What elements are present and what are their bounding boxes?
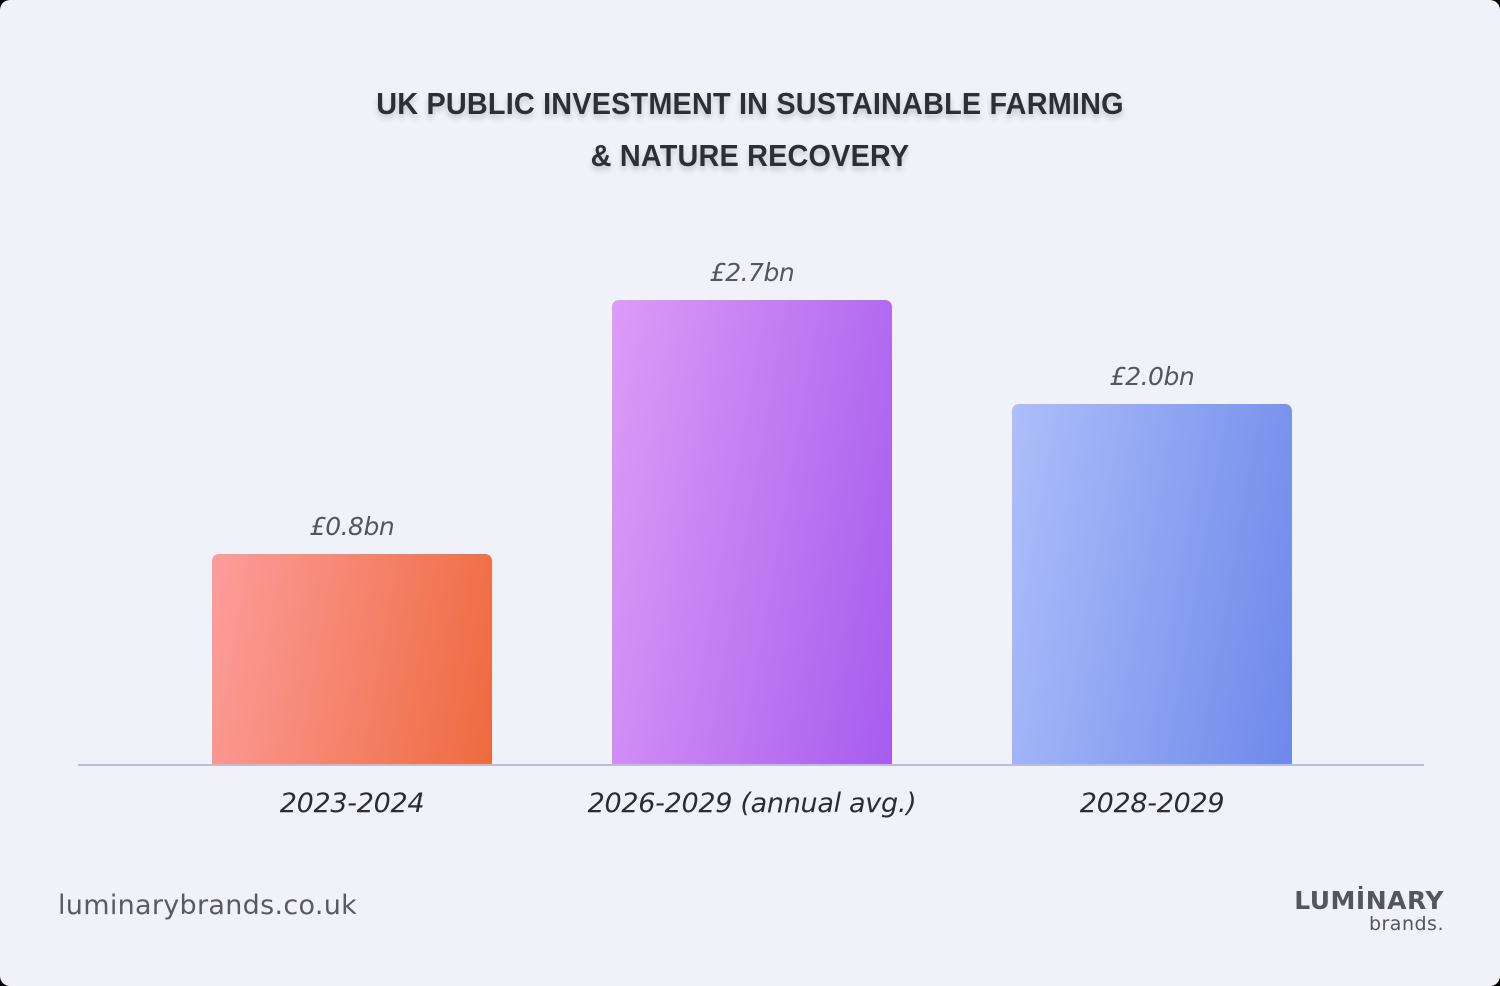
x-tick-label: 2028-2029 (1079, 788, 1225, 819)
footer-website: luminarybrands.co.uk (58, 890, 358, 921)
bar-value-label: £2.0bn (1109, 362, 1195, 391)
bar-2023-2024 (212, 554, 492, 765)
x-axis-line (78, 764, 1424, 766)
x-tick-label: 2026-2029 (annual avg.) (587, 788, 917, 819)
bar-value-label: £2.7bn (709, 258, 795, 287)
logo-wordmark: LUMİNARY (1294, 886, 1444, 915)
bar-2028-2029 (1012, 404, 1292, 765)
logo-subtext: brands. (1368, 913, 1444, 935)
bar-2026-2029 (612, 300, 892, 765)
x-tick-label: 2023-2024 (279, 788, 425, 819)
chart-title-line1: UK PUBLIC INVESTMENT IN SUSTAINABLE FARM… (376, 86, 1124, 121)
chart-title-line2: & NATURE RECOVERY (590, 138, 910, 173)
brand-logo: LUMİNARY brands. (1294, 886, 1444, 935)
bar-value-label: £0.8bn (309, 512, 395, 541)
